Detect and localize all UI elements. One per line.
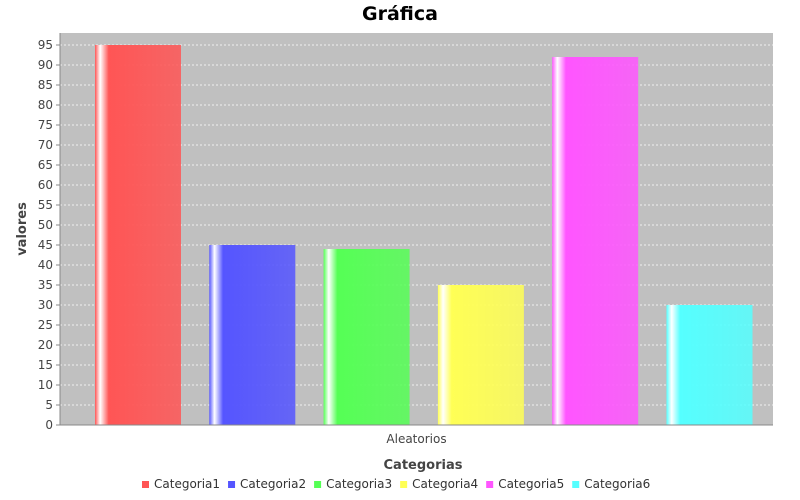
legend-swatch xyxy=(228,481,236,488)
y-tick-label: 20 xyxy=(38,338,53,352)
legend-label: Categoria3 xyxy=(326,477,392,491)
y-tick-label: 5 xyxy=(45,398,53,412)
grid-lines xyxy=(60,44,773,406)
y-tick-label: 40 xyxy=(38,258,53,272)
y-tick-label: 90 xyxy=(38,58,53,72)
y-tick-label: 50 xyxy=(38,218,53,232)
bar-categoria3 xyxy=(323,249,410,425)
x-category-label: Aleatorios xyxy=(386,432,446,446)
y-tick-label: 55 xyxy=(38,198,53,212)
bar-categoria6 xyxy=(666,305,753,425)
y-tick-label: 85 xyxy=(38,78,53,92)
y-tick-label: 65 xyxy=(38,158,53,172)
y-tick-label: 70 xyxy=(38,138,53,152)
y-tick-label: 80 xyxy=(38,98,53,112)
legend-swatch xyxy=(486,481,494,488)
legend-swatch xyxy=(142,481,149,488)
y-tick-label: 30 xyxy=(38,298,53,312)
chart-title: Gráfica xyxy=(362,3,438,25)
y-tick-label: 25 xyxy=(38,318,53,332)
x-axis: Aleatorios xyxy=(60,424,773,446)
y-axis-label: valores xyxy=(15,202,30,256)
bar-categoria4 xyxy=(437,285,524,425)
legend-label: Categoria1 xyxy=(154,477,220,491)
bar-categoria5 xyxy=(552,57,639,425)
y-tick-label: 15 xyxy=(38,358,53,372)
legend-swatch xyxy=(314,481,322,488)
y-tick-label: 95 xyxy=(38,38,53,52)
bars xyxy=(95,45,753,425)
legend: Categoria1 Categoria2 Categoria3 Categoria4… xyxy=(142,477,650,491)
legend-label: Categoria6 xyxy=(584,477,650,491)
y-tick-label: 35 xyxy=(38,278,53,292)
legend-label: Categoria4 xyxy=(412,477,478,491)
y-tick-label: 75 xyxy=(38,118,53,132)
y-tick-label: 0 xyxy=(45,418,53,432)
y-tick-label: 60 xyxy=(38,178,53,192)
bar-categoria1 xyxy=(95,45,181,425)
y-tick-label: 45 xyxy=(38,238,53,252)
y-tick-label: 10 xyxy=(38,378,53,392)
x-axis-label: Categorias xyxy=(384,458,463,473)
legend-swatch xyxy=(572,481,580,488)
y-axis: 0 5 10 15 20 25 30 35 40 45 50 55 60 65 70 75 80 85 90 95 xyxy=(38,33,61,432)
legend-swatch xyxy=(400,481,408,488)
legend-label: Categoria5 xyxy=(498,477,564,491)
legend-label: Categoria2 xyxy=(240,477,306,491)
bar-categoria2 xyxy=(209,245,296,425)
